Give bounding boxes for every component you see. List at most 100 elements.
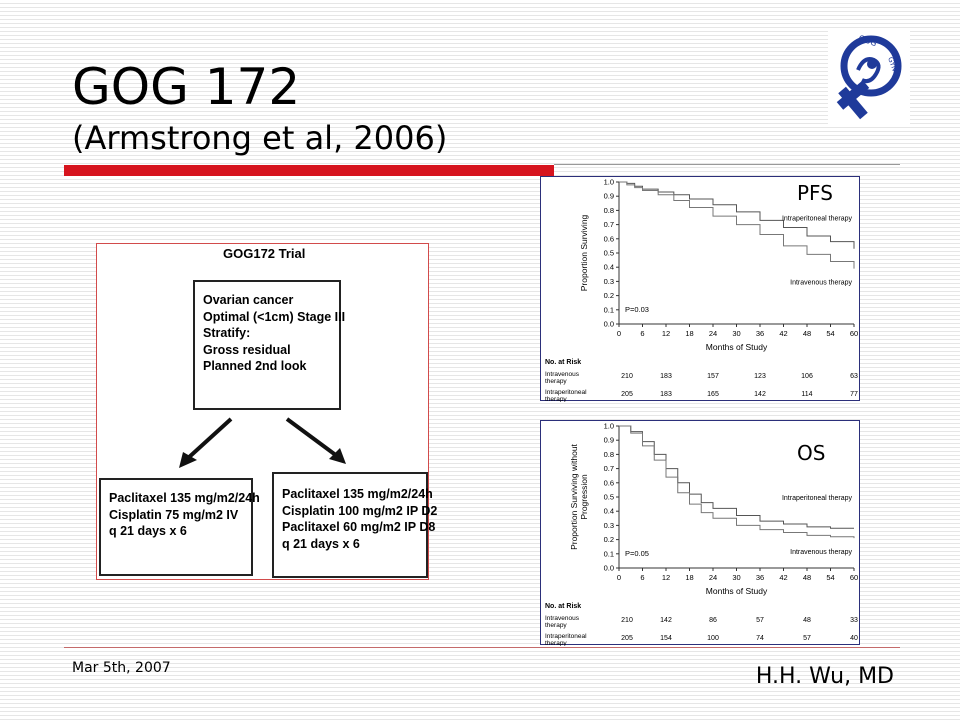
pfs-km-plot: 0.0 0.1 0.2 0.3 0.4 0.5 0.6 0.7 0.8 0.9 1.0 0 6 12 18 2… [545,178,858,403]
os-chart-tag: OS [797,441,826,465]
risk-value: 40 [850,635,858,642]
x-tick-label: 12 [662,573,670,582]
risk-value: 183 [660,391,672,398]
svg-text:GOG: GOG [857,33,878,48]
ip-arm-box: Paclitaxel 135 mg/m2/24h Cisplatin 100 mg… [272,472,438,578]
y-tick-label: 0.9 [604,192,614,201]
y-tick-label: 0.0 [604,320,614,329]
x-tick-label: 48 [803,573,811,582]
risk-value: 157 [707,373,719,380]
series-line-intraperitoneal [619,425,854,529]
risk-value: 33 [850,617,858,624]
risk-value: 142 [754,391,766,398]
series-label: Intraperitoneal therapy [782,216,853,223]
p-value-label: P=0.03 [625,305,649,314]
x-tick-label: 42 [779,329,787,338]
ip-arm-line: Paclitaxel 60 mg/m2 IP D8 [282,520,436,534]
y-tick-label: 0.8 [604,450,614,459]
y-tick-label: 0.4 [604,507,614,516]
risk-row-label: therapy [545,378,567,385]
y-tick-label: 0.3 [604,521,614,530]
risk-value: 57 [803,635,811,642]
p-value-label: P=0.05 [625,549,649,558]
risk-value: 57 [756,617,764,624]
series-line-intravenous [619,425,855,539]
y-tick-label: 0.6 [604,234,614,243]
randomization-arrows [179,417,346,468]
x-tick-label: 60 [850,573,858,582]
eligibility-line: Ovarian cancer [203,293,294,307]
y-axis-label: Progression [579,474,589,520]
footer-divider [64,647,900,648]
risk-table-title: No. at Risk [545,359,581,366]
x-axis-label: Months of Study [706,586,768,596]
os-km-chart: 0.0 0.1 0.2 0.3 0.4 0.5 0.6 0.7 0.8 0.9 1.0 0 6 12 18 2… [540,420,860,647]
y-tick-label: 0.2 [604,535,614,544]
y-tick-label: 1.0 [604,178,614,187]
y-tick-label: 0.2 [604,291,614,300]
risk-row-label: therapy [545,622,567,629]
eligibility-line: Stratify: [203,326,251,340]
risk-value: 205 [621,635,633,642]
y-axis-label: Proportion Surviving without [569,443,579,549]
y-tick-label: 0.1 [604,549,614,558]
series-label: Intravenous therapy [790,549,852,556]
x-tick-label: 36 [756,329,764,338]
x-tick-label: 18 [685,573,693,582]
risk-value: 74 [756,635,764,642]
risk-row-label: Intravenous [545,615,580,622]
eligibility-line: Planned 2nd look [203,359,307,373]
iv-arm-line: Paclitaxel 135 mg/m2/24h [109,491,260,505]
y-tick-label: 0.5 [604,249,614,258]
risk-row-label: therapy [545,640,567,646]
eligibility-line: Gross residual [203,342,291,357]
x-tick-label: 54 [826,329,834,338]
trial-schema-figure: GOG172 Trial Ovarian cancer Optimal (<1cm… [96,243,438,580]
title-accent-bar [64,165,554,176]
risk-value: 165 [707,391,719,398]
slide-title: GOG 172 [72,58,301,116]
y-tick-label: 0.8 [604,206,614,215]
y-tick-label: 0.6 [604,478,614,487]
x-tick-label: 60 [850,329,858,338]
eligibility-box: Ovarian cancer Optimal (<1cm) Stage III St… [193,280,346,410]
y-tick-label: 0.5 [604,493,614,502]
series-line-intraperitoneal [619,181,855,249]
risk-value: 100 [707,635,719,642]
y-tick-label: 1.0 [604,422,614,431]
gog-gyn-logo-icon: GOG GYN [828,30,910,124]
x-tick-label: 0 [617,573,621,582]
trial-schema-heading: GOG172 Trial [223,246,306,261]
os-km-plot: 0.0 0.1 0.2 0.3 0.4 0.5 0.6 0.7 0.8 0.9 1.0 0 6 12 18 2… [545,422,858,647]
ip-arm-line: Cisplatin 100 mg/m2 IP D2 [282,503,438,518]
x-tick-label: 54 [826,573,834,582]
risk-row-label: Intravenous [545,371,580,378]
risk-row-label: therapy [545,396,567,402]
risk-value: 63 [850,373,858,380]
pfs-km-chart: 0.0 0.1 0.2 0.3 0.4 0.5 0.6 0.7 0.8 0.9 1.0 0 6 12 18 2… [540,176,860,403]
eligibility-line: Optimal (<1cm) Stage III [203,309,346,324]
x-tick-label: 30 [732,573,740,582]
y-tick-label: 0.0 [604,564,614,573]
risk-row-label: Intraperitoneal [545,633,587,640]
y-axis-label: Proportion Surviving [579,214,589,291]
x-tick-label: 42 [779,573,787,582]
risk-row-label: Intraperitoneal [545,389,587,396]
x-tick-label: 0 [617,329,621,338]
series-line-intravenous [619,181,855,269]
risk-value: 210 [621,373,633,380]
x-tick-label: 24 [709,573,717,582]
y-tick-label: 0.9 [604,436,614,445]
x-tick-label: 18 [685,329,693,338]
risk-value: 183 [660,373,672,380]
risk-value: 205 [621,391,633,398]
iv-arm-line: q 21 days x 6 [109,524,187,538]
risk-value: 210 [621,617,633,624]
x-tick-label: 48 [803,329,811,338]
risk-value: 86 [709,617,717,624]
x-tick-label: 36 [756,573,764,582]
y-tick-label: 0.4 [604,263,614,272]
risk-value: 77 [850,391,858,398]
iv-arm-box: Paclitaxel 135 mg/m2/24h Cisplatin 75 mg/… [99,478,260,576]
ip-arm-line: q 21 days x 6 [282,536,360,551]
